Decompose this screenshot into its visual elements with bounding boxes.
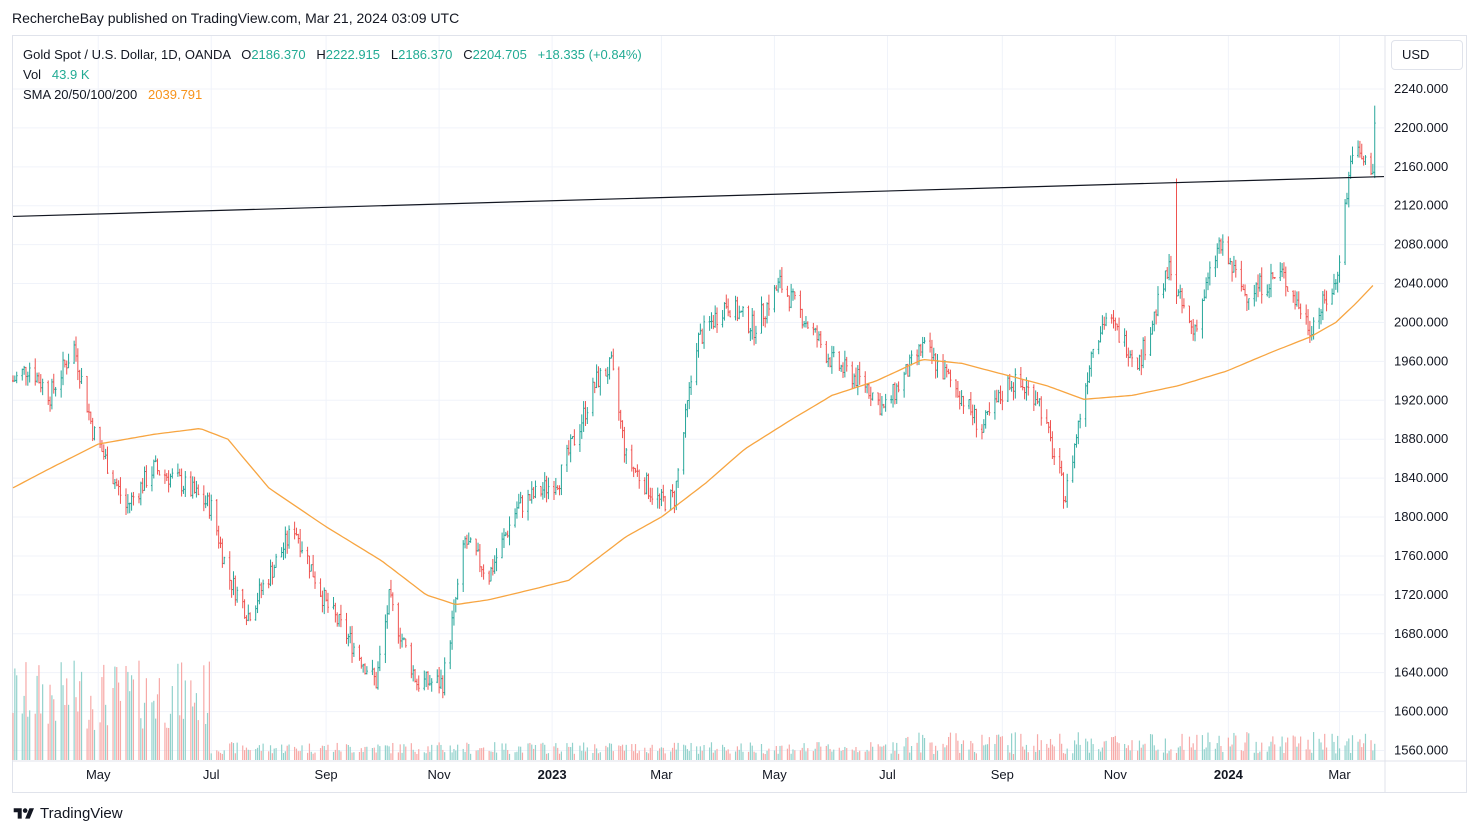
currency-button[interactable]: USD xyxy=(1391,40,1463,70)
chart-frame xyxy=(12,35,1467,793)
sma-label: SMA 20/50/100/200 xyxy=(23,87,138,102)
y-tick-label: 2040.000 xyxy=(1394,276,1448,291)
y-tick-label: 1880.000 xyxy=(1394,431,1448,446)
y-tick-label: 2240.000 xyxy=(1394,81,1448,96)
y-tick-label: 2000.000 xyxy=(1394,314,1448,329)
sma-value: 2039.791 xyxy=(148,87,203,102)
y-tick-label: 1760.000 xyxy=(1394,548,1448,563)
y-tick-label: 1720.000 xyxy=(1394,587,1448,602)
y-tick-label: 2080.000 xyxy=(1394,237,1448,252)
x-tick-label: Jul xyxy=(879,767,896,782)
candles xyxy=(12,105,1376,699)
y-tick-label: 1920.000 xyxy=(1394,392,1448,407)
grid-lines xyxy=(13,36,1384,760)
y-tick-label: 1840.000 xyxy=(1394,470,1448,485)
chart-legend: Gold Spot / U.S. Dollar, 1D, OANDA O2186… xyxy=(23,45,642,105)
y-tick-label: 1680.000 xyxy=(1394,626,1448,641)
y-tick-label: 2120.000 xyxy=(1394,198,1448,213)
volume-bars xyxy=(12,660,1376,760)
sma-line xyxy=(12,285,1374,605)
x-tick-label: Sep xyxy=(991,767,1014,782)
volume-label: Vol xyxy=(23,67,42,82)
x-tick-label: Nov xyxy=(428,767,452,782)
ohlc-legend-row: Gold Spot / U.S. Dollar, 1D, OANDA O2186… xyxy=(23,45,642,65)
y-tick-label: 2200.000 xyxy=(1394,120,1448,135)
y-tick-label: 1640.000 xyxy=(1394,665,1448,680)
low-value: 2186.370 xyxy=(398,47,453,62)
y-tick-label: 1800.000 xyxy=(1394,509,1448,524)
y-tick-label: 1600.000 xyxy=(1394,704,1448,719)
x-tick-label: Mar xyxy=(1328,767,1351,782)
y-tick-label: 2160.000 xyxy=(1394,159,1448,174)
symbol-label: Gold Spot / U.S. Dollar, 1D, OANDA xyxy=(23,47,231,62)
high-label: H xyxy=(316,47,326,62)
footer-brand[interactable]: TradingView xyxy=(12,805,123,822)
volume-legend-row: Vol 43.9 K xyxy=(23,65,642,85)
x-tick-label: 2024 xyxy=(1214,767,1244,782)
volume-value: 43.9 K xyxy=(51,67,90,82)
y-tick-label: 1960.000 xyxy=(1394,353,1448,368)
x-tick-label: Jul xyxy=(203,767,220,782)
close-value: 2204.705 xyxy=(472,47,527,62)
publisher-line: RechercheBay published on TradingView.co… xyxy=(12,10,460,26)
low-label: L xyxy=(390,47,399,62)
x-tick-label: May xyxy=(762,767,787,782)
x-tick-label: Sep xyxy=(315,767,338,782)
footer-brand-label: TradingView xyxy=(40,805,123,822)
change-value: +18.335 (+0.84%) xyxy=(537,47,642,62)
y-tick-label: 1560.000 xyxy=(1394,743,1448,758)
x-tick-label: 2023 xyxy=(538,767,567,782)
sma-legend-row: SMA 20/50/100/200 2039.791 xyxy=(23,85,642,105)
tradingview-logo-icon xyxy=(13,807,34,819)
high-value: 2222.915 xyxy=(325,47,381,62)
x-tick-label: May xyxy=(86,767,111,782)
x-tick-label: Mar xyxy=(650,767,673,782)
x-tick-label: Nov xyxy=(1104,767,1128,782)
open-value: 2186.370 xyxy=(251,47,306,62)
close-label: C xyxy=(463,47,473,62)
resistance-trendline xyxy=(12,175,1385,218)
open-label: O xyxy=(241,47,252,62)
